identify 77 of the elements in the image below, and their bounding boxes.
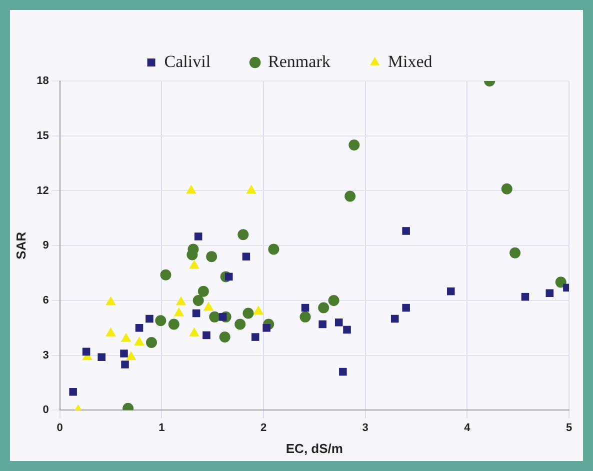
y-tick-label: 9 [42,240,49,252]
point [209,311,220,322]
point [189,260,200,269]
y-tick-label: 15 [36,130,49,142]
point [546,289,554,298]
point [390,314,399,323]
point [219,332,230,343]
point [242,252,250,260]
point [174,307,184,316]
point [186,184,196,194]
point [194,232,202,240]
point [344,190,356,202]
x-tick-label: 3 [362,422,368,434]
point [155,315,166,326]
point [176,296,186,306]
point [146,314,154,323]
point [301,304,310,312]
x-tick-label: 4 [464,422,472,434]
y-tick-label: 18 [36,75,49,88]
y-tick-label: 0 [42,404,49,416]
y-tick-label: 12 [36,184,49,197]
point [339,368,347,376]
point [446,287,455,296]
point [192,294,204,306]
point [202,331,210,340]
y-axis-title: SAR [13,231,28,260]
point [82,348,90,356]
point [334,318,343,326]
point [160,269,172,280]
point [106,327,116,336]
x-tick-label: 5 [566,422,572,434]
point [168,318,180,330]
point [318,302,330,314]
x-tick-label: 0 [56,422,63,434]
point [343,326,351,334]
legend-label: Calivil [164,52,211,71]
legend-label: Renmark [268,52,331,71]
point [501,183,512,194]
point [521,292,530,301]
point [120,350,128,358]
point [242,308,254,319]
point [238,229,249,240]
point [510,247,521,258]
point [268,244,280,255]
point [146,337,157,348]
point [198,286,209,297]
x-tick-label: 2 [260,422,267,434]
point [218,313,227,321]
point [206,251,218,262]
point [126,351,136,360]
point [135,324,144,332]
point [224,272,233,281]
point [69,388,77,396]
point [192,309,200,318]
point [189,327,200,336]
point [402,304,410,312]
point [253,305,264,314]
y-tick-label: 6 [42,294,49,306]
point [246,184,256,194]
point [300,311,311,322]
x-axis-title: EC, dS/m [286,440,343,456]
point [98,353,106,362]
point [402,227,410,235]
point [120,332,132,342]
point [234,318,246,330]
point [251,333,260,341]
point [106,296,116,306]
legend-label: Mixed [388,52,433,71]
point [348,140,360,151]
point [328,294,340,306]
point [134,336,144,346]
point [121,360,129,368]
point [203,302,214,311]
point [318,320,326,328]
point [555,276,566,288]
y-tick-label: 3 [42,349,49,362]
x-tick-label: 1 [158,422,165,434]
